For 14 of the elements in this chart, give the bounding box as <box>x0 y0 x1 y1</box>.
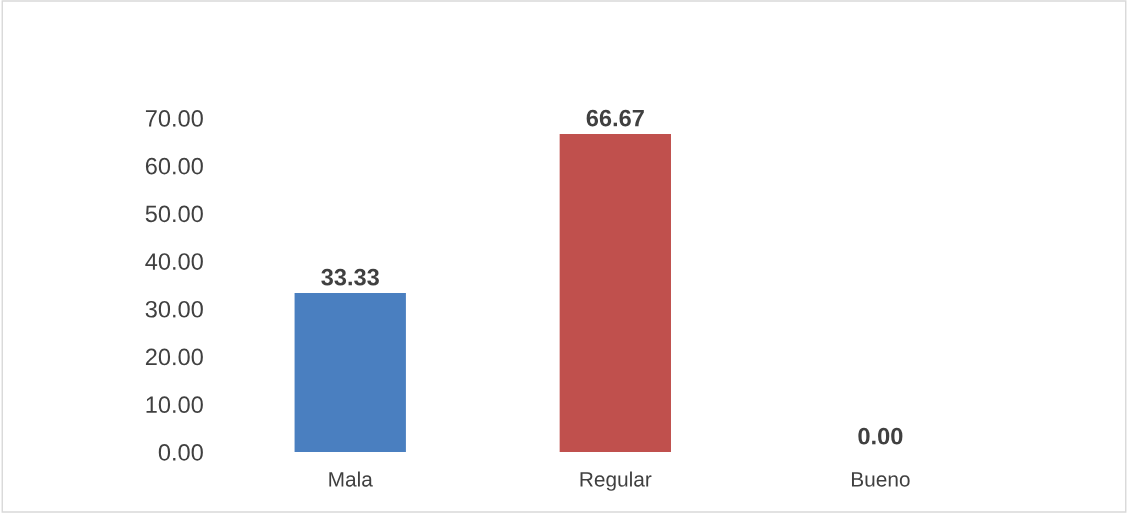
data-label: 33.33 <box>321 268 379 286</box>
y-tick-label: 40.00 <box>145 253 203 270</box>
x-tick-label: Regular <box>580 471 652 491</box>
y-tick-label: 0.00 <box>158 444 203 461</box>
y-tick-label: 60.00 <box>145 157 203 175</box>
y-tick-label: 20.00 <box>145 348 203 366</box>
y-tick-label: 50.00 <box>145 205 203 223</box>
y-tick-label: 10.00 <box>146 396 203 414</box>
x-tick-label: Mala <box>329 471 373 487</box>
data-label: 0.00 <box>858 427 903 445</box>
y-tick-label: 30.00 <box>145 300 203 318</box>
data-label: 66.67 <box>586 109 644 127</box>
x-tick-label: Bueno <box>851 472 910 487</box>
y-tick-label: 70.00 <box>145 110 203 127</box>
